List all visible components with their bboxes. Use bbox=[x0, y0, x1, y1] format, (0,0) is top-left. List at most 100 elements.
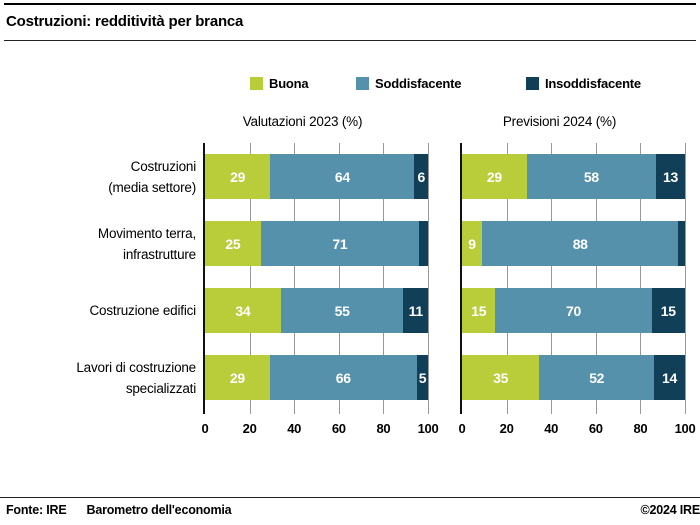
gridline bbox=[294, 143, 296, 405]
bar-segment-buona: 29 bbox=[462, 154, 527, 199]
axis-tick bbox=[640, 405, 642, 414]
bar-value-label: 11 bbox=[408, 302, 424, 319]
bar-segment-buona: 15 bbox=[462, 288, 496, 333]
axis-tick bbox=[338, 405, 340, 414]
legend-label-buona: Buona bbox=[269, 76, 309, 91]
gridline bbox=[595, 143, 597, 405]
legend-label-soddisfacente: Soddisfacente bbox=[375, 76, 462, 91]
bar-value-label: 6 bbox=[417, 168, 425, 185]
bar-value-label: 29 bbox=[229, 369, 245, 386]
bar-segment-buona: 35 bbox=[462, 355, 540, 400]
bar-segment-buona: 29 bbox=[205, 154, 271, 199]
axis-tick-label: 80 bbox=[376, 421, 391, 436]
bar-value-label: 15 bbox=[471, 302, 487, 319]
bar-row: 34 55 11 bbox=[205, 288, 428, 333]
legend-label-insoddisfacente: Insoddisfacente bbox=[545, 76, 641, 91]
bar-segment-soddisfacente: 55 bbox=[280, 288, 404, 333]
bar-segment-insoddisfacente: 11 bbox=[403, 288, 428, 333]
bar-value-label: 35 bbox=[493, 369, 509, 386]
gridline bbox=[428, 143, 429, 405]
category-label: Costruzione edifici bbox=[89, 303, 196, 318]
bar-segment-buona: 34 bbox=[205, 288, 281, 333]
axis-tick-label: 100 bbox=[674, 421, 696, 436]
legend-swatch-buona bbox=[250, 77, 263, 90]
bar-row: 35 52 14 bbox=[462, 355, 685, 400]
category-label: Movimento terra, infrastrutture bbox=[97, 225, 196, 262]
bar-value-label: 55 bbox=[334, 302, 350, 319]
gridline bbox=[383, 143, 385, 405]
legend-item-insoddisfacente: Insoddisfacente bbox=[526, 76, 641, 91]
title-rule bbox=[4, 40, 696, 41]
axis-tick-label: 0 bbox=[458, 421, 466, 436]
bar-segment-buona: 9 bbox=[462, 221, 483, 266]
plot-valutazioni-2023: 29 64 6 25 71 34 55 11 29 66 5 0 20 40 60 80 100 bbox=[202, 143, 439, 436]
footer-source-label: Fonte: IRE bbox=[6, 503, 67, 517]
gridline bbox=[249, 143, 251, 405]
bar-segment-soddisfacente: 88 bbox=[482, 221, 679, 266]
bar-value-label: 9 bbox=[468, 235, 476, 252]
bar-segment-buona: 29 bbox=[205, 355, 270, 400]
bar-value-label: 66 bbox=[335, 369, 351, 386]
bar-value-label: 5 bbox=[418, 369, 427, 386]
panel-title-2024: Previsioni 2024 (%) bbox=[502, 114, 617, 129]
gridline bbox=[640, 143, 642, 405]
axis-tick-label: 0 bbox=[201, 421, 209, 436]
axis-tick-label: 40 bbox=[287, 421, 302, 436]
axis-tick bbox=[460, 405, 462, 414]
gridline bbox=[685, 143, 686, 405]
bar-segment-soddisfacente: 52 bbox=[539, 355, 655, 400]
bar-segment-soddisfacente: 71 bbox=[260, 221, 420, 266]
bar-row: 15 70 15 bbox=[462, 288, 685, 333]
category-axis: Costruzioni (media settore) Movimento ter… bbox=[0, 143, 196, 405]
axis-tick-label: 60 bbox=[588, 421, 603, 436]
gridline bbox=[338, 143, 340, 405]
bar-segment-insoddisfacente: 14 bbox=[654, 355, 685, 400]
axis-tick bbox=[685, 405, 686, 414]
axis-tick bbox=[249, 405, 251, 414]
bar-segment-insoddisfacente: 6 bbox=[414, 154, 428, 199]
footer-copyright: ©2024 IRE bbox=[640, 503, 700, 517]
bar-value-label: 29 bbox=[230, 168, 246, 185]
footer-source-name: Barometro dell'economia bbox=[86, 503, 232, 517]
bar-value-label: 52 bbox=[589, 369, 605, 386]
bar-value-label: 29 bbox=[486, 168, 502, 185]
y-axis-line bbox=[460, 143, 462, 405]
bar-row: 29 58 13 bbox=[462, 154, 685, 199]
axis-tick bbox=[203, 405, 205, 414]
legend-item-soddisfacente: Soddisfacente bbox=[356, 76, 461, 91]
axis-tick bbox=[551, 405, 553, 414]
axis-tick bbox=[595, 405, 597, 414]
bar-row: 25 71 bbox=[205, 221, 428, 266]
axis-tick-label: 20 bbox=[499, 421, 514, 436]
axis-tick bbox=[294, 405, 296, 414]
legend-swatch-soddisfacente bbox=[356, 77, 369, 90]
bar-value-label: 13 bbox=[663, 168, 678, 185]
y-axis-line bbox=[203, 143, 205, 405]
footer-rule bbox=[0, 497, 700, 498]
bar-value-label: 88 bbox=[572, 235, 588, 252]
axis-tick-label: 80 bbox=[633, 421, 648, 436]
gridline bbox=[551, 143, 553, 405]
panel-title-2023: Valutazioni 2023 (%) bbox=[242, 114, 363, 129]
bar-segment-soddisfacente: 66 bbox=[269, 355, 417, 400]
bar-segment-soddisfacente: 64 bbox=[270, 154, 415, 199]
bar-segment-insoddisfacente bbox=[419, 221, 428, 266]
bar-segment-soddisfacente: 58 bbox=[526, 154, 657, 199]
legend-swatch-insoddisfacente bbox=[526, 77, 539, 90]
bar-value-label: 15 bbox=[660, 302, 676, 319]
bar-row: 9 88 bbox=[462, 221, 685, 266]
chart-title: Costruzioni: redditività per branca bbox=[6, 13, 244, 30]
axis-tick bbox=[383, 405, 385, 414]
bar-segment-buona: 25 bbox=[205, 221, 261, 266]
bar-value-label: 14 bbox=[662, 369, 678, 386]
bar-segment-insoddisfacente bbox=[678, 221, 685, 266]
plot-previsioni-2024: 29 58 13 9 88 15 70 15 35 52 14 0 20 40 60 80 100 bbox=[459, 143, 696, 436]
bar-value-label: 58 bbox=[583, 168, 599, 185]
axis-tick-label: 40 bbox=[544, 421, 559, 436]
axis-tick-label: 100 bbox=[417, 421, 439, 436]
bar-segment-soddisfacente: 70 bbox=[495, 288, 652, 333]
axis-tick bbox=[428, 405, 429, 414]
bar-row: 29 64 6 bbox=[205, 154, 428, 199]
bar-value-label: 71 bbox=[332, 235, 348, 252]
